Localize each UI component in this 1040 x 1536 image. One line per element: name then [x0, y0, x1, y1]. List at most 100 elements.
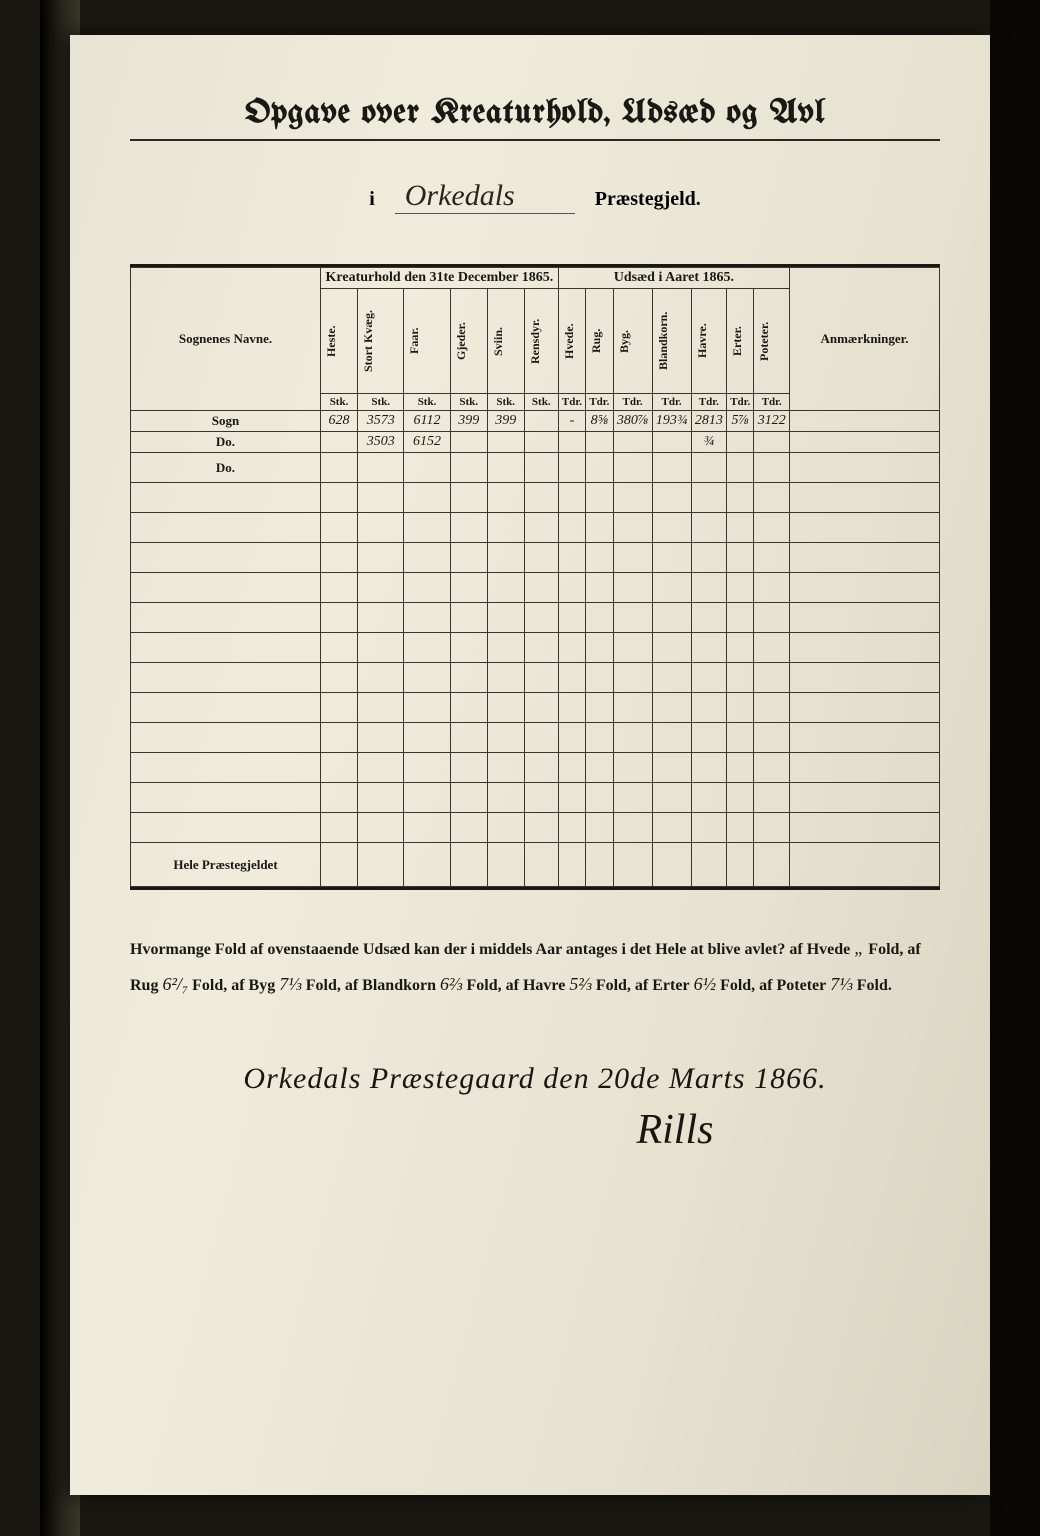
row-label-sogn: Sogn — [131, 411, 321, 432]
page-edge-right — [990, 0, 1040, 1536]
lbl-erter: Fold, af Erter — [596, 977, 690, 994]
cell: 399 — [487, 411, 524, 432]
cell: 193¾ — [652, 411, 691, 432]
cell: 2813 — [691, 411, 726, 432]
col-udsaed: Udsæd i Aaret 1865. — [558, 268, 789, 289]
para-lead: Hvormange Fold af ovenstaaende Udsæd kan… — [130, 941, 850, 958]
document-page: Opgave over Kreaturhold, Udsæd og Avl i … — [70, 35, 990, 1495]
cell-anm — [790, 411, 940, 432]
txt: Fold, af — [868, 941, 920, 958]
col-poteter: Poteter. — [757, 291, 772, 391]
table-footer-row: Hele Præstegjeldet — [131, 843, 940, 887]
col-faar: Faar. — [407, 291, 422, 391]
unit: Tdr. — [754, 394, 790, 411]
table-row — [131, 513, 940, 543]
fold-paragraph: Hvormange Fold af ovenstaaende Udsæd kan… — [130, 930, 940, 1002]
census-table: Sognenes Navne. Kreaturhold den 31te Dec… — [130, 267, 940, 887]
lbl-byg: Fold, af Byg — [192, 977, 275, 994]
col-sviin: Sviin. — [491, 291, 506, 391]
cell — [321, 432, 358, 453]
unit: Stk. — [321, 394, 358, 411]
cell — [487, 432, 524, 453]
table-row — [131, 693, 940, 723]
cell-anm — [790, 432, 940, 453]
unit: Tdr. — [613, 394, 652, 411]
row-label-do: Do. — [131, 432, 321, 453]
cell: - — [558, 411, 585, 432]
col-sognenes: Sognenes Navne. — [131, 268, 321, 411]
col-havre: Havre. — [695, 291, 710, 391]
cell — [652, 432, 691, 453]
col-rug: Rug. — [589, 291, 604, 391]
unit: Stk. — [404, 394, 450, 411]
cell — [558, 432, 585, 453]
lbl-rug: Rug — [130, 977, 158, 994]
val-havre: 5⅔ — [569, 974, 592, 994]
txt-end: Fold. — [857, 977, 892, 994]
lbl-bland: Fold, af Blandkorn — [306, 977, 436, 994]
val-byg: 7⅓ — [279, 974, 302, 994]
title-rule — [130, 139, 940, 141]
table-wrap: Sognenes Navne. Kreaturhold den 31te Dec… — [130, 264, 940, 890]
col-heste: Heste. — [324, 291, 339, 391]
cell: 6112 — [404, 411, 450, 432]
col-hvede: Hvede. — [562, 291, 577, 391]
page-title: Opgave over Kreaturhold, Udsæd og Avl — [130, 95, 940, 131]
table-row — [131, 663, 940, 693]
cell: 3122 — [754, 411, 790, 432]
subtitle: i Orkedals Præstegjeld. — [130, 181, 940, 214]
unit: Stk. — [487, 394, 524, 411]
col-erter: Erter. — [730, 291, 745, 391]
val-erter: 6½ — [694, 974, 717, 994]
col-anm: Anmærkninger. — [790, 268, 940, 411]
cell: 3503 — [358, 432, 404, 453]
lbl-havre: Fold, af Havre — [467, 977, 566, 994]
col-rensdyr: Rensdyr. — [528, 291, 543, 391]
cell: 380⅞ — [613, 411, 652, 432]
lbl-pot: Fold, af Poteter — [720, 977, 826, 994]
val-bland: 6⅔ — [440, 974, 463, 994]
cell: 3573 — [358, 411, 404, 432]
cell: 399 — [450, 411, 487, 432]
cell — [754, 432, 790, 453]
signature-block: Orkedals Præstegaard den 20de Marts 1866… — [130, 1062, 940, 1154]
cell: 5⅞ — [727, 411, 754, 432]
signature-name: Rills — [410, 1106, 940, 1154]
col-gjeder: Gjeder. — [454, 291, 469, 391]
table-row — [131, 633, 940, 663]
table-row — [131, 783, 940, 813]
unit: Tdr. — [558, 394, 585, 411]
table-row — [131, 573, 940, 603]
unit: Stk. — [358, 394, 404, 411]
table-row — [131, 813, 940, 843]
cell — [727, 432, 754, 453]
val-hvede: „ — [854, 938, 864, 958]
cell — [450, 432, 487, 453]
col-blandkorn: Blandkorn. — [656, 291, 671, 391]
footer-label: Hele Præstegjeldet — [131, 843, 321, 887]
table-row: Do. — [131, 453, 940, 483]
table-row — [131, 603, 940, 633]
val-pot: 7⅓ — [830, 974, 853, 994]
cell: ¾ — [691, 432, 726, 453]
unit: Tdr. — [727, 394, 754, 411]
cell — [524, 411, 558, 432]
row-label-do: Do. — [131, 453, 321, 483]
unit: Tdr. — [586, 394, 613, 411]
unit: Tdr. — [691, 394, 726, 411]
cell — [586, 432, 613, 453]
table-row — [131, 723, 940, 753]
col-byg: Byg. — [617, 291, 632, 391]
table-row — [131, 543, 940, 573]
cell: 8⅝ — [586, 411, 613, 432]
val-rug: 6²/₇ — [162, 974, 188, 994]
cell — [613, 432, 652, 453]
col-kvaeg: Stort Kvæg. — [361, 291, 376, 391]
table-row — [131, 753, 940, 783]
cell: 628 — [321, 411, 358, 432]
unit: Stk. — [450, 394, 487, 411]
cell: 6152 — [404, 432, 450, 453]
cell — [524, 432, 558, 453]
parish-name: Orkedals — [395, 181, 575, 214]
unit: Tdr. — [652, 394, 691, 411]
